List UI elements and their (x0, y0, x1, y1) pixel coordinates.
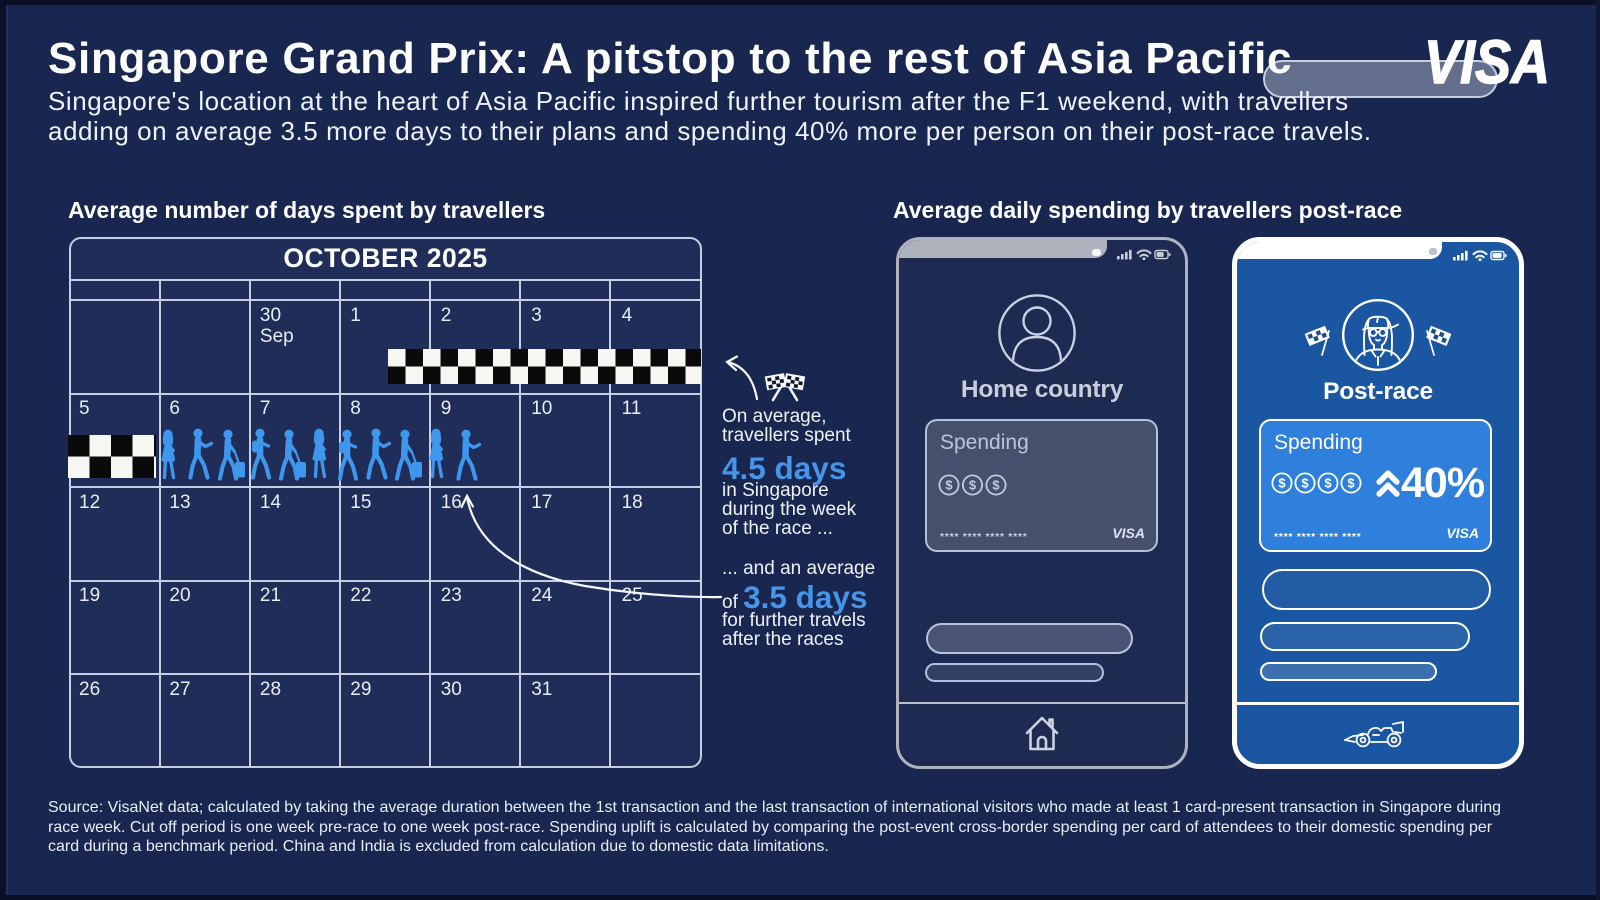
svg-text:$: $ (1324, 476, 1332, 491)
svg-text:$: $ (969, 478, 977, 493)
svg-text:$: $ (992, 478, 1000, 493)
svg-text:VISA: VISA (1424, 36, 1550, 86)
svg-text:$: $ (1347, 476, 1355, 491)
svg-text:$: $ (1278, 476, 1286, 491)
svg-text:$: $ (945, 478, 953, 493)
svg-text:$: $ (1301, 476, 1309, 491)
